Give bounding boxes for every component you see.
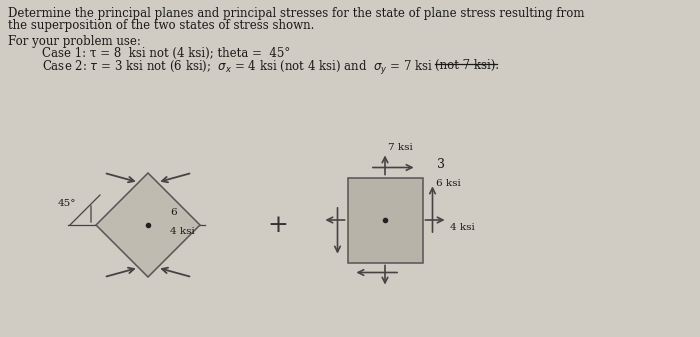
Text: Case 1: τ = 8  ksi not (4 ksi); theta =  45°: Case 1: τ = 8 ksi not (4 ksi); theta = 4… bbox=[42, 47, 290, 60]
Text: 3: 3 bbox=[437, 158, 444, 172]
Text: For your problem use:: For your problem use: bbox=[8, 35, 141, 48]
Text: 4 ksi: 4 ksi bbox=[449, 223, 475, 232]
Text: Case 2: $\tau$ = 3 ksi not (6 ksi);  $\sigma_x$ = 4 ksi (not 4 ksi) and  $\sigma: Case 2: $\tau$ = 3 ksi not (6 ksi); $\si… bbox=[42, 59, 433, 77]
Polygon shape bbox=[96, 173, 200, 277]
Text: the superposition of the two states of stress shown.: the superposition of the two states of s… bbox=[8, 19, 314, 32]
Bar bbox=[347, 178, 423, 263]
Text: Determine the principal planes and principal stresses for the state of plane str: Determine the principal planes and princ… bbox=[8, 7, 584, 20]
Text: 6 ksi: 6 ksi bbox=[437, 180, 461, 188]
Text: (not 7 ksi).: (not 7 ksi). bbox=[435, 59, 499, 72]
Text: +: + bbox=[267, 214, 288, 237]
Text: 6: 6 bbox=[170, 208, 176, 217]
Text: 4 ksi: 4 ksi bbox=[170, 227, 195, 236]
Text: 7 ksi: 7 ksi bbox=[388, 143, 413, 152]
Text: 45°: 45° bbox=[58, 198, 76, 208]
